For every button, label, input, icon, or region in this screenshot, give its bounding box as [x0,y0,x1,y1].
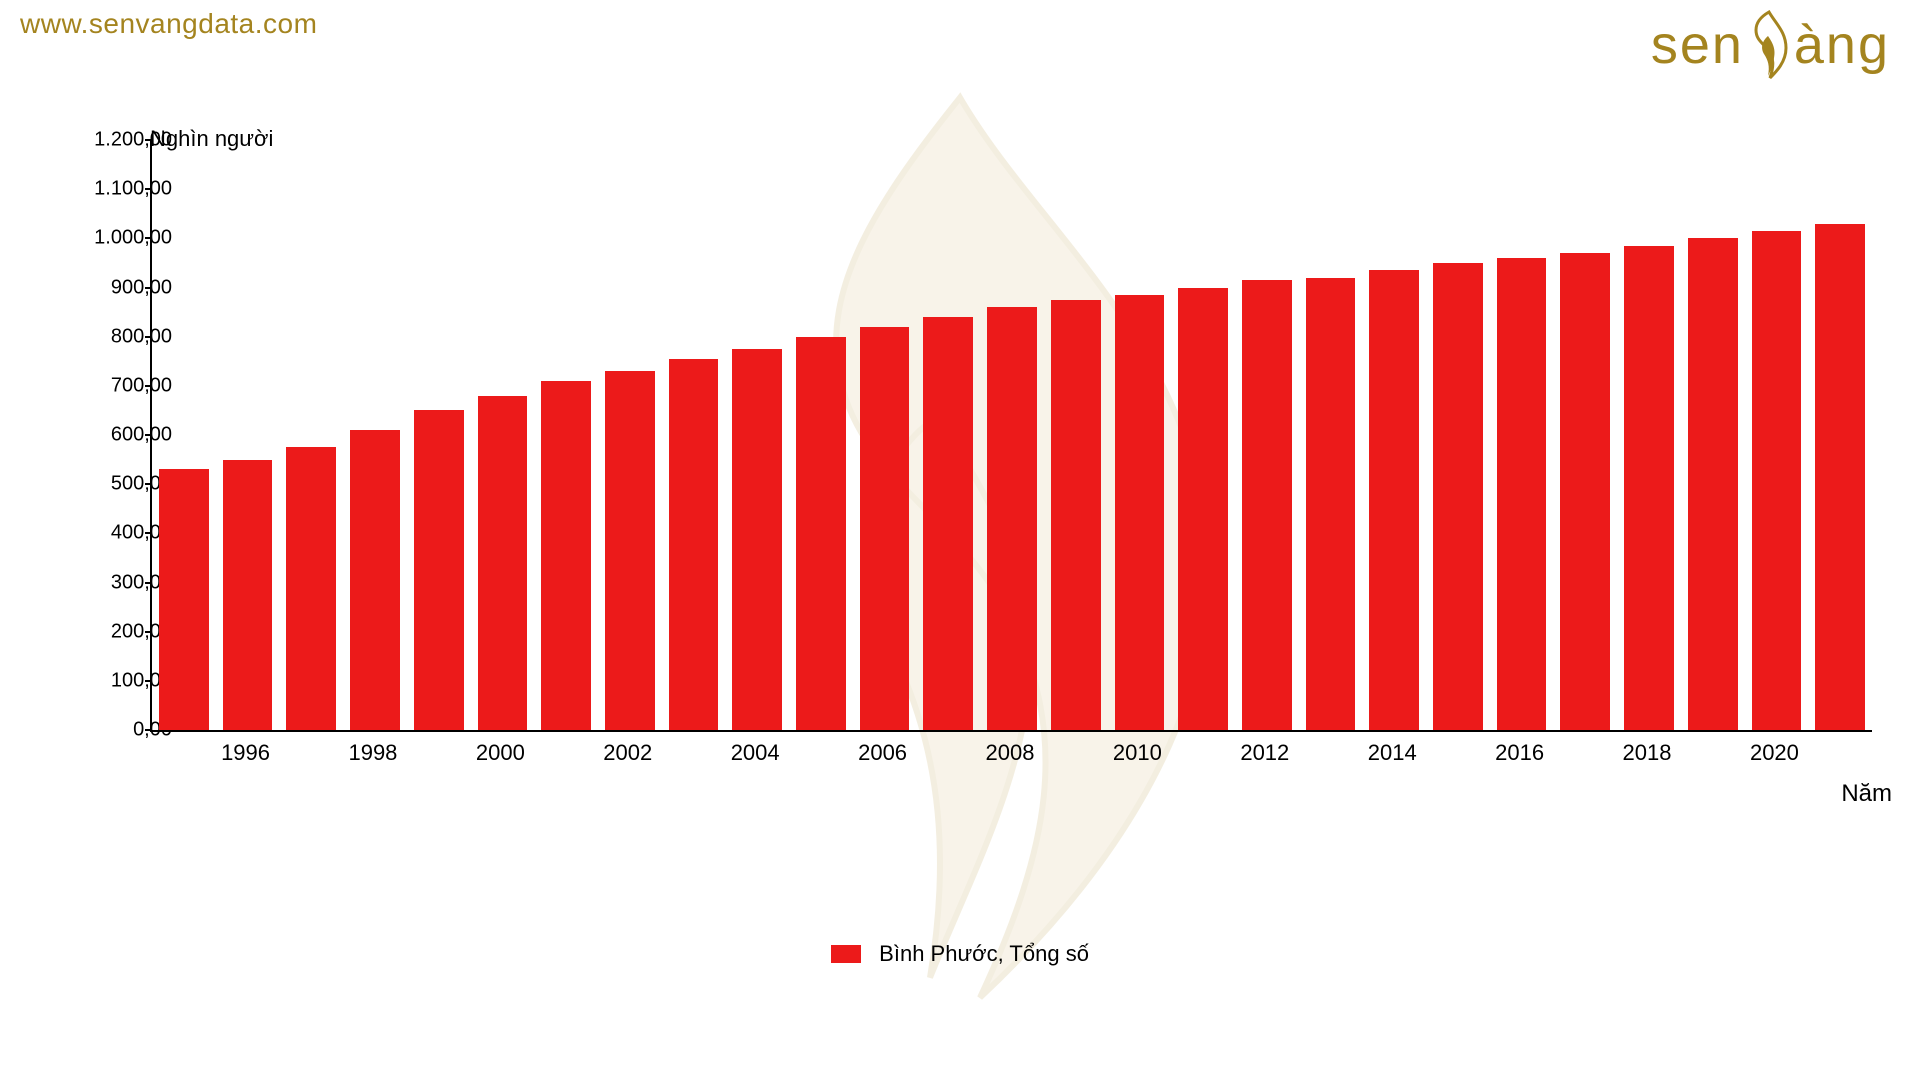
x-tick-label: 2000 [476,740,525,766]
bar [796,337,846,730]
bar [1051,300,1101,730]
legend-label: Bình Phước, Tổng số [879,941,1089,966]
bar [159,469,209,730]
x-tick-label: 2014 [1368,740,1417,766]
bar [1560,253,1610,730]
bar [1369,270,1419,730]
bar [987,307,1037,730]
bar [1242,280,1292,730]
bar [923,317,973,730]
x-tick-label: 1998 [348,740,397,766]
bar [1688,238,1738,730]
bar [223,460,273,730]
bar [860,327,910,730]
x-tick-label: 1996 [221,740,270,766]
legend-swatch [831,945,861,963]
bar [1433,263,1483,730]
source-url: www.senvangdata.com [20,8,317,40]
bars-container [152,140,1872,730]
x-tick-label: 2002 [603,740,652,766]
bar [1306,278,1356,730]
bar [669,359,719,730]
brand-logo-text-left: sen [1651,14,1744,76]
bar [414,410,464,730]
bar [1178,288,1228,731]
bar [1497,258,1547,730]
plot-area [150,140,1872,732]
legend: Bình Phước, Tổng số [20,940,1900,967]
x-tick-label: 2004 [731,740,780,766]
brand-logo: sen àng [1651,10,1890,76]
bar [1115,295,1165,730]
brand-logo-text-right: àng [1794,14,1890,76]
x-tick-label: 2012 [1240,740,1289,766]
bar [1815,224,1865,730]
x-axis-title: Năm [1841,780,1892,808]
x-tick-label: 2008 [986,740,1035,766]
x-tick-label: 2016 [1495,740,1544,766]
bar [350,430,400,730]
bar [1752,231,1802,730]
bar [541,381,591,730]
bar [286,447,336,730]
bar [732,349,782,730]
flame-icon [1746,10,1792,80]
bar [478,396,528,730]
x-tick-label: 2006 [858,740,907,766]
x-tick-label: 2020 [1750,740,1799,766]
bar [605,371,655,730]
x-tick-label: 2018 [1623,740,1672,766]
bar [1624,246,1674,730]
x-tick-label: 2010 [1113,740,1162,766]
population-bar-chart: Nghìn người 0,00100,00200,00300,00400,00… [20,120,1900,820]
